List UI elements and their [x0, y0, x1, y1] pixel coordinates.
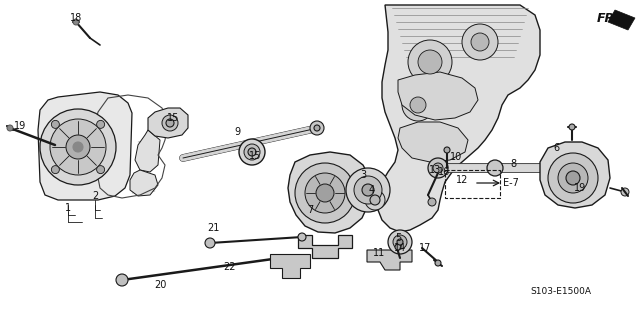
Circle shape	[487, 160, 503, 176]
Circle shape	[50, 119, 106, 175]
Circle shape	[7, 125, 13, 131]
Bar	[445, 170, 500, 198]
Circle shape	[428, 198, 436, 206]
Text: 10: 10	[450, 152, 462, 162]
Circle shape	[362, 184, 374, 196]
Circle shape	[408, 40, 452, 84]
Circle shape	[40, 109, 116, 185]
Circle shape	[73, 19, 79, 25]
Circle shape	[548, 153, 598, 203]
Text: 14: 14	[394, 243, 406, 253]
Circle shape	[365, 190, 385, 210]
Polygon shape	[38, 92, 132, 200]
Circle shape	[402, 89, 434, 121]
Text: 1: 1	[65, 203, 71, 213]
Circle shape	[248, 148, 256, 156]
Polygon shape	[135, 130, 160, 172]
Circle shape	[310, 121, 324, 135]
Circle shape	[433, 163, 443, 173]
Circle shape	[388, 230, 412, 254]
Text: 15: 15	[249, 151, 261, 161]
Circle shape	[346, 168, 390, 212]
Circle shape	[239, 139, 265, 165]
Polygon shape	[540, 142, 610, 208]
Circle shape	[558, 163, 588, 193]
Circle shape	[370, 195, 380, 205]
Circle shape	[397, 239, 403, 245]
Circle shape	[116, 274, 128, 286]
Polygon shape	[288, 152, 370, 233]
Circle shape	[428, 158, 448, 178]
Polygon shape	[130, 170, 158, 196]
Text: S103-E1500A: S103-E1500A	[530, 286, 591, 295]
Circle shape	[73, 142, 83, 152]
Circle shape	[314, 125, 320, 131]
Polygon shape	[398, 122, 468, 162]
Text: 17: 17	[419, 243, 431, 253]
Circle shape	[205, 238, 215, 248]
Circle shape	[97, 120, 104, 128]
Circle shape	[295, 163, 355, 223]
Circle shape	[569, 124, 575, 130]
Circle shape	[298, 233, 306, 241]
Circle shape	[435, 260, 441, 266]
Circle shape	[244, 144, 260, 160]
Circle shape	[410, 97, 426, 113]
Text: 7: 7	[307, 205, 313, 215]
Polygon shape	[270, 254, 310, 278]
Text: 12: 12	[456, 175, 468, 185]
Circle shape	[393, 235, 407, 249]
Circle shape	[354, 176, 382, 204]
Text: 19: 19	[574, 183, 586, 193]
Text: 13: 13	[429, 165, 441, 175]
Text: 9: 9	[234, 127, 240, 137]
Text: 18: 18	[70, 13, 82, 23]
Polygon shape	[608, 10, 635, 30]
Circle shape	[162, 115, 178, 131]
Circle shape	[462, 24, 498, 60]
Text: E-7: E-7	[503, 178, 519, 188]
Circle shape	[51, 120, 60, 128]
Circle shape	[471, 33, 489, 51]
Text: 21: 21	[207, 223, 219, 233]
Text: 15: 15	[167, 113, 179, 123]
Text: 8: 8	[510, 159, 516, 169]
Text: 11: 11	[373, 248, 385, 258]
Text: 3: 3	[360, 170, 366, 180]
Text: 16: 16	[438, 167, 450, 177]
Circle shape	[316, 184, 334, 202]
Polygon shape	[378, 5, 540, 232]
Circle shape	[66, 135, 90, 159]
Circle shape	[51, 166, 60, 174]
Circle shape	[566, 171, 580, 185]
Polygon shape	[398, 72, 478, 120]
Circle shape	[418, 50, 442, 74]
Text: 19: 19	[14, 121, 26, 131]
Text: 22: 22	[224, 262, 236, 272]
Circle shape	[305, 173, 345, 213]
Text: 2: 2	[92, 191, 98, 201]
Text: 20: 20	[154, 280, 166, 290]
Polygon shape	[298, 235, 352, 258]
Circle shape	[97, 166, 104, 174]
Circle shape	[395, 244, 401, 250]
Polygon shape	[367, 250, 412, 270]
Text: 6: 6	[553, 143, 559, 153]
Text: FR.: FR.	[597, 11, 620, 25]
Text: 4: 4	[369, 185, 375, 195]
Circle shape	[621, 188, 629, 196]
Polygon shape	[148, 108, 188, 138]
Text: 5: 5	[395, 233, 401, 243]
Circle shape	[444, 147, 450, 153]
Circle shape	[166, 119, 174, 127]
